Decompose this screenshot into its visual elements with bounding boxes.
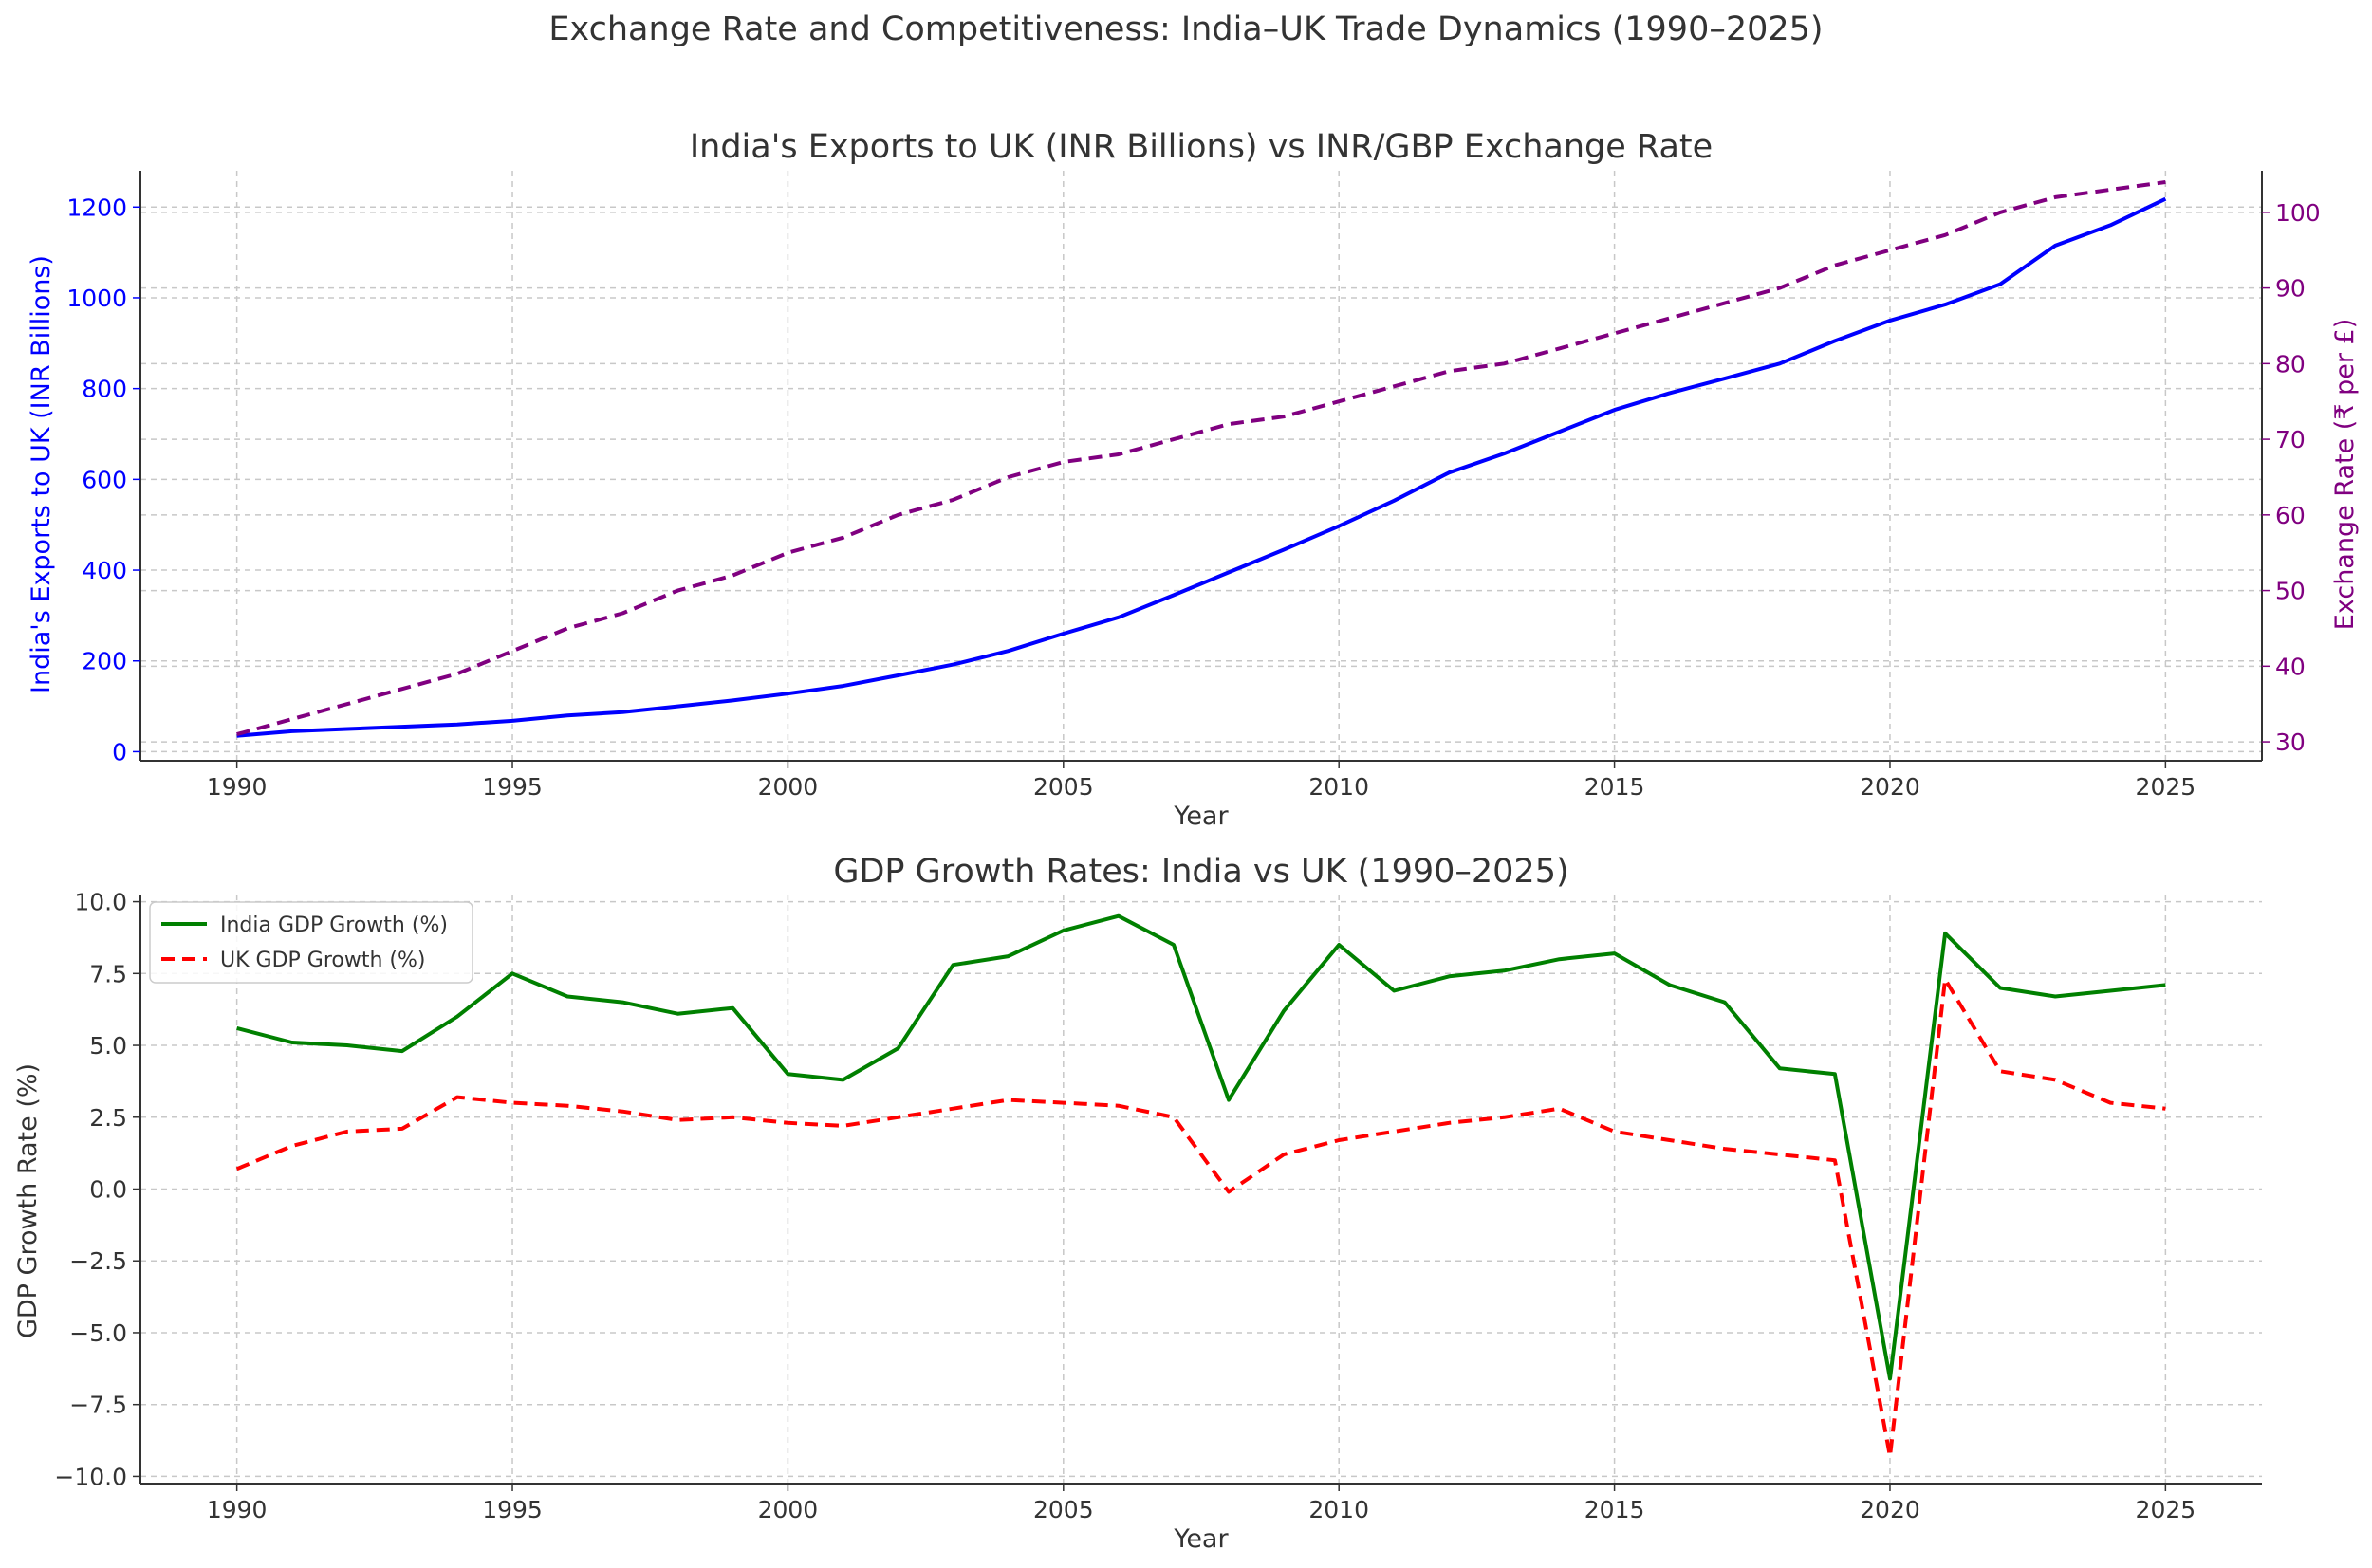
exports-exchange-chart: 1990 1995 2000 2005 2010 2015 2020 2025 0 200 400 6… [27,128,2360,831]
chart2-legend: India GDP Growth (%) UK GDP Growth (%) [149,901,473,984]
y2-tick-label: 80 [2275,350,2306,378]
y2-tick-label: 30 [2275,729,2306,756]
series-line-2-2 [235,977,2166,1459]
x-tick-label: 1995 [482,1496,543,1523]
y2-tick-label: 60 [2275,502,2306,529]
x-tick-label: 2000 [758,773,819,801]
chart1-title: India's Exports to UK (INR Billions) vs … [690,128,1713,166]
x-tick-label: 1995 [482,773,543,801]
series-line-1-1 [236,196,2167,738]
y2-tick-label: 100 [2275,199,2321,227]
chart1-grid [140,171,2262,761]
chart1-ticks: 1990 1995 2000 2005 2010 2015 2020 2025 0 200 400 6… [66,194,2320,801]
x-tick-label: 2005 [1033,773,1094,801]
y2-tick-label: 50 [2275,578,2306,605]
chart1-lines [236,180,2167,738]
chart1-xlabel: Year [1173,802,1229,831]
y-tick-label: 2.5 [89,1104,127,1132]
y-tick-label: 800 [82,376,127,403]
y-tick-label: 10.0 [74,889,127,916]
y2-tick-label: 70 [2275,426,2306,453]
y-tick-label: −10.0 [54,1463,127,1490]
chart2-grid [140,895,2262,1484]
y2-tick-label: 40 [2275,653,2306,680]
chart2-ticks: 1990 1995 2000 2005 2010 2015 2020 2025 −10.0 −7.… [54,889,2196,1523]
x-tick-label: 2010 [1308,773,1369,801]
legend-uk-label: UK GDP Growth (%) [220,949,425,972]
chart1-ylabel: India's Exports to UK (INR Billions) [27,255,56,693]
legend-india-label: India GDP Growth (%) [220,913,448,937]
x-tick-label: 2020 [1860,1496,1920,1523]
chart1-y2label: Exchange Rate (₹ per £) [2330,319,2360,630]
y-tick-label: 7.5 [89,960,127,987]
x-tick-label: 2025 [2136,1496,2196,1523]
y-tick-label: −2.5 [69,1247,127,1275]
x-tick-label: 2005 [1033,1496,1094,1523]
x-tick-label: 2020 [1860,773,1920,801]
x-tick-label: 2000 [758,1496,819,1523]
y-tick-label: 5.0 [89,1032,127,1060]
gdp-growth-chart: 1990 1995 2000 2005 2010 2015 2020 2025 −10.0 −7.… [13,853,2262,1554]
y-tick-label: 1200 [66,194,127,221]
y-tick-label: −7.5 [69,1392,127,1419]
y-tick-label: 400 [82,557,127,584]
chart2-title: GDP Growth Rates: India vs UK (1990–2025… [833,853,1568,891]
x-tick-label: 1990 [207,1496,268,1523]
chart2-xlabel: Year [1173,1524,1229,1554]
x-tick-label: 2010 [1308,1496,1369,1523]
series-line-1-2 [236,180,2166,737]
legend-box [149,901,473,984]
chart2-lines [235,913,2166,1459]
chart1-axes [139,171,2263,762]
series-line-2-1 [236,913,2166,1381]
y-tick-label: 0.0 [89,1176,127,1204]
x-tick-label: 2025 [2136,773,2196,801]
chart2-ylabel: GDP Growth Rate (%) [13,1063,43,1338]
figure-title: Exchange Rate and Competitiveness: India… [548,10,1823,48]
y-tick-label: 0 [112,738,127,766]
y-tick-label: 1000 [66,285,127,312]
y-tick-label: 600 [82,466,127,493]
x-tick-label: 2015 [1584,1496,1645,1523]
y-tick-label: −5.0 [69,1319,127,1347]
y-tick-label: 200 [82,648,127,675]
x-tick-label: 1990 [207,773,268,801]
x-tick-label: 2015 [1584,773,1645,801]
y2-tick-label: 90 [2275,275,2306,303]
